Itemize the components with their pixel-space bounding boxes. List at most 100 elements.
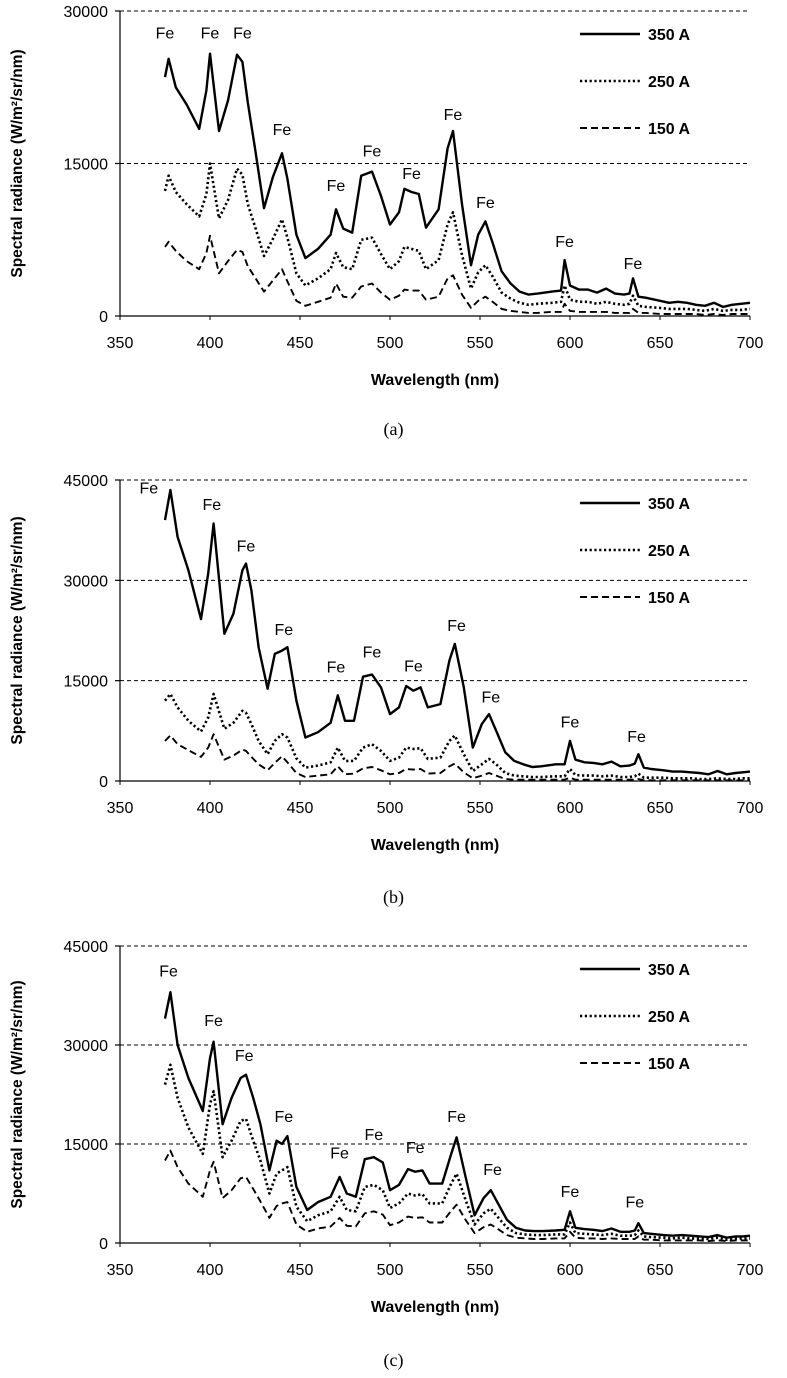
legend-label: 350 A	[648, 962, 691, 979]
x-axis-title: Wavelength (nm)	[371, 372, 499, 389]
peak-annotation: Fe	[202, 497, 221, 514]
series-line-150-a	[164, 234, 750, 316]
x-tick-label: 550	[467, 1262, 494, 1279]
caption-c: (c)	[383, 1350, 404, 1370]
peak-annotation: Fe	[625, 1194, 644, 1211]
series-line-250-a	[163, 162, 751, 313]
peak-annotation: Fe	[201, 25, 220, 42]
x-tick-label: 600	[557, 1262, 584, 1279]
chart-a: 0 15000 30000 350 400 450 500 550 600 650 700 Wavel…	[0, 0, 787, 400]
x-tick-label: 350	[107, 335, 134, 352]
series-line-150-a	[164, 1149, 750, 1242]
x-tick-label: 450	[287, 1262, 314, 1279]
peak-annotation: Fe	[233, 25, 252, 42]
peak-annotation: Fe	[447, 618, 466, 635]
peak-annotation: Fe	[624, 256, 643, 273]
x-tick-label: 400	[197, 1262, 224, 1279]
legend-label: 150 A	[648, 590, 691, 607]
caption-a: (a)	[383, 419, 404, 439]
peak-annotation: Fe	[476, 195, 495, 212]
chart-b: 0 15000 30000 45000 350 400 450 500 550 600 650 700…	[0, 460, 787, 860]
y-tick-label: 45000	[64, 939, 109, 956]
legend-label: 250 A	[648, 1009, 691, 1026]
series-line-350-a	[163, 488, 751, 776]
y-axis-title: Spectral radiance (W/m²/sr/nm)	[9, 516, 26, 744]
x-tick-label: 500	[377, 800, 404, 817]
peak-annotation: Fe	[627, 729, 646, 746]
y-tick-label: 15000	[64, 674, 109, 691]
y-tick-label: 0	[99, 774, 108, 791]
peak-annotation: Fe	[444, 107, 463, 124]
x-tick-label: 400	[197, 800, 224, 817]
peak-annotation: Fe	[159, 963, 178, 980]
x-tick-label: 650	[647, 800, 674, 817]
x-tick-label: 450	[287, 335, 314, 352]
y-tick-label: 0	[99, 309, 108, 326]
peak-annotation: Fe	[235, 1048, 254, 1065]
peak-annotation: Fe	[561, 1184, 580, 1201]
peak-annotation: Fe	[481, 690, 500, 707]
y-axis-title: Spectral radiance (W/m²/sr/nm)	[9, 49, 26, 277]
series-line-250-a	[163, 692, 750, 781]
x-axis-title: Wavelength (nm)	[371, 837, 499, 854]
x-tick-label: 650	[647, 335, 674, 352]
x-tick-label: 450	[287, 800, 314, 817]
peak-annotation: Fe	[204, 1013, 223, 1030]
y-tick-label: 15000	[64, 1137, 109, 1154]
y-axis-title: Spectral radiance (W/m²/sr/nm)	[9, 980, 26, 1208]
x-tick-label: 700	[737, 1262, 764, 1279]
peak-annotation: Fe	[363, 644, 382, 661]
peak-annotation: Fe	[363, 143, 382, 160]
series-line-150-a	[164, 733, 750, 782]
series-line-350-a	[163, 52, 751, 309]
legend-label: 350 A	[648, 496, 691, 513]
peak-annotation: Fe	[274, 1109, 293, 1126]
series-line-350-a	[163, 991, 751, 1239]
peak-annotation: Fe	[327, 178, 346, 195]
x-tick-label: 650	[647, 1262, 674, 1279]
peak-annotation: Fe	[139, 480, 158, 497]
x-tick-label: 500	[377, 335, 404, 352]
peak-annotation: Fe	[156, 25, 175, 42]
peak-annotation: Fe	[364, 1127, 383, 1144]
legend-label: 150 A	[648, 1056, 691, 1073]
peak-annotation: Fe	[402, 166, 421, 183]
peak-annotation: Fe	[274, 622, 293, 639]
x-tick-label: 350	[107, 1262, 134, 1279]
chart-a-svg: 0 15000 30000 350 400 450 500 550 600 650 700 Wavel…	[9, 4, 764, 389]
peak-annotation: Fe	[555, 234, 574, 251]
legend-label: 250 A	[648, 543, 691, 560]
x-tick-label: 350	[107, 800, 134, 817]
y-tick-label: 0	[99, 1236, 108, 1253]
y-tick-label: 30000	[64, 573, 109, 590]
x-tick-label: 700	[737, 800, 764, 817]
legend-label: 250 A	[648, 74, 691, 91]
legend-label: 150 A	[648, 121, 691, 138]
peak-annotation: Fe	[237, 539, 256, 556]
y-tick-label: 30000	[64, 1038, 109, 1055]
peak-annotation: Fe	[483, 1162, 502, 1179]
chart-c-svg: 0 15000 30000 45000 350 400 450 500 550 600 650 700…	[9, 939, 764, 1316]
caption-b: (b)	[383, 887, 404, 907]
series-line-250-a	[163, 1063, 750, 1241]
x-tick-label: 400	[197, 335, 224, 352]
peak-annotation: Fe	[561, 714, 580, 731]
x-axis-title: Wavelength (nm)	[371, 1299, 499, 1316]
y-tick-label: 30000	[64, 4, 109, 21]
x-tick-label: 600	[557, 335, 584, 352]
y-tick-label: 15000	[64, 157, 109, 174]
peak-annotation: Fe	[327, 660, 346, 677]
chart-b-svg: 0 15000 30000 45000 350 400 450 500 550 600 650 700…	[9, 473, 764, 854]
peak-annotation: Fe	[404, 658, 423, 675]
peak-annotation: Fe	[406, 1140, 425, 1157]
y-tick-label: 45000	[64, 473, 109, 490]
peak-annotation: Fe	[330, 1146, 349, 1163]
x-tick-label: 500	[377, 1262, 404, 1279]
x-tick-label: 600	[557, 800, 584, 817]
chart-c: 0 15000 30000 45000 350 400 450 500 550 600 650 700…	[0, 925, 787, 1335]
x-tick-label: 550	[467, 335, 494, 352]
legend-label: 350 A	[648, 27, 691, 44]
x-tick-label: 700	[737, 335, 764, 352]
x-tick-label: 550	[467, 800, 494, 817]
peak-annotation: Fe	[273, 122, 292, 139]
